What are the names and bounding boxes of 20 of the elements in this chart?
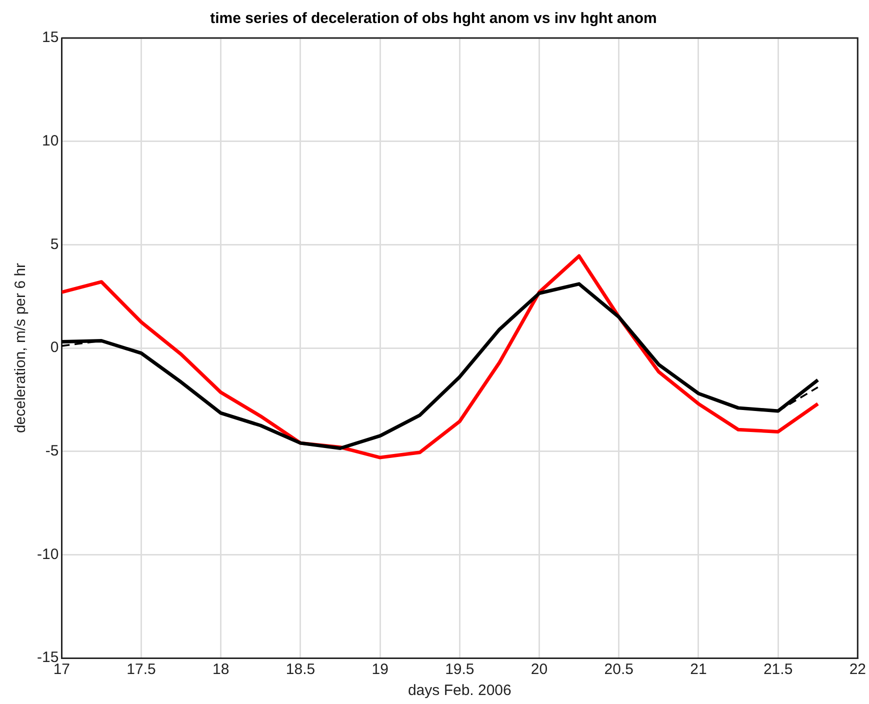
x-tick-label: 17 (53, 661, 70, 678)
x-axis-title: days Feb. 2006 (408, 682, 512, 700)
y-tick-label: 15 (42, 29, 59, 46)
x-tick-label: 18.5 (286, 661, 316, 678)
y-tick-label: 5 (50, 236, 59, 253)
x-tick-label: 20.5 (604, 661, 634, 678)
x-tick-label: 21 (690, 661, 707, 678)
x-tick-label: 19 (372, 661, 388, 678)
y-tick-label: -10 (36, 546, 59, 563)
y-tick-label: 0 (50, 339, 59, 356)
x-tick-label: 17.5 (126, 661, 156, 678)
y-tick-label: -5 (45, 442, 59, 460)
x-tick-label: 20 (530, 661, 548, 678)
x-tick-label: 18 (212, 661, 230, 678)
x-tick-label: 19.5 (445, 661, 474, 678)
y-axis-title: deceleration, m/s per 6 hr (12, 262, 30, 434)
x-tick-label: 21.5 (763, 661, 793, 678)
chart-title: time series of deceleration of obs hght anom vs inv hght anom (210, 10, 657, 28)
x-tick-label: 22 (849, 661, 866, 678)
y-tick-label: 10 (42, 132, 59, 150)
